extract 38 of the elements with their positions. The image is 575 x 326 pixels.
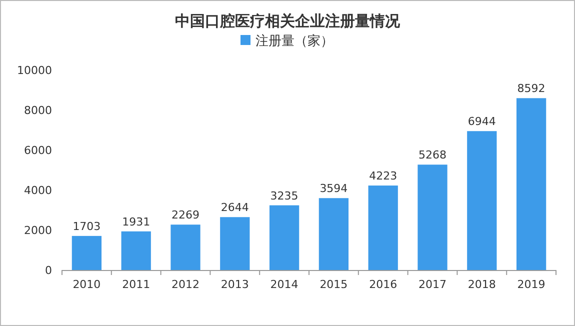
data-label: 3594 [320, 182, 348, 196]
legend-label: 注册量（家） [256, 33, 334, 49]
bar [318, 198, 349, 270]
bar [418, 164, 448, 270]
data-label: 3235 [270, 189, 298, 202]
data-label: 4223 [369, 170, 398, 183]
y-tick-label: 4000 [24, 184, 52, 197]
x-tick-label: 2016 [369, 278, 398, 291]
x-tick-label: 2012 [172, 278, 200, 291]
bar [72, 236, 102, 270]
y-tick-label: 0 [45, 264, 52, 277]
x-tick-label: 2014 [270, 278, 298, 291]
x-tick-label: 2018 [468, 278, 496, 291]
bar [121, 231, 151, 270]
y-tick-label: 10000 [17, 64, 52, 77]
bar [220, 217, 250, 270]
bar [269, 205, 300, 270]
data-label: 5268 [418, 148, 446, 162]
x-tick-label: 2015 [320, 278, 348, 291]
x-tick-label: 2011 [122, 278, 150, 291]
data-label: 6944 [468, 115, 496, 128]
data-label: 2644 [220, 201, 249, 214]
x-tick-label: 2013 [220, 278, 249, 291]
y-tick-label: 2000 [24, 224, 52, 237]
y-tick-label: 6000 [24, 144, 52, 157]
x-tick-label: 2010 [72, 278, 101, 291]
bar [368, 186, 398, 270]
bar [467, 131, 497, 270]
x-tick-label: 2017 [418, 278, 446, 291]
data-label: 1931 [122, 215, 150, 228]
data-label: 8592 [517, 82, 546, 96]
x-tick-label: 2019 [517, 278, 546, 291]
y-tick-label: 8000 [24, 104, 52, 117]
data-label: 2269 [172, 208, 200, 222]
bar [170, 224, 200, 270]
data-label: 1703 [72, 220, 101, 233]
bar [516, 98, 546, 270]
chart-title: 中国口腔医疗相关企业注册量情况 [175, 12, 401, 30]
